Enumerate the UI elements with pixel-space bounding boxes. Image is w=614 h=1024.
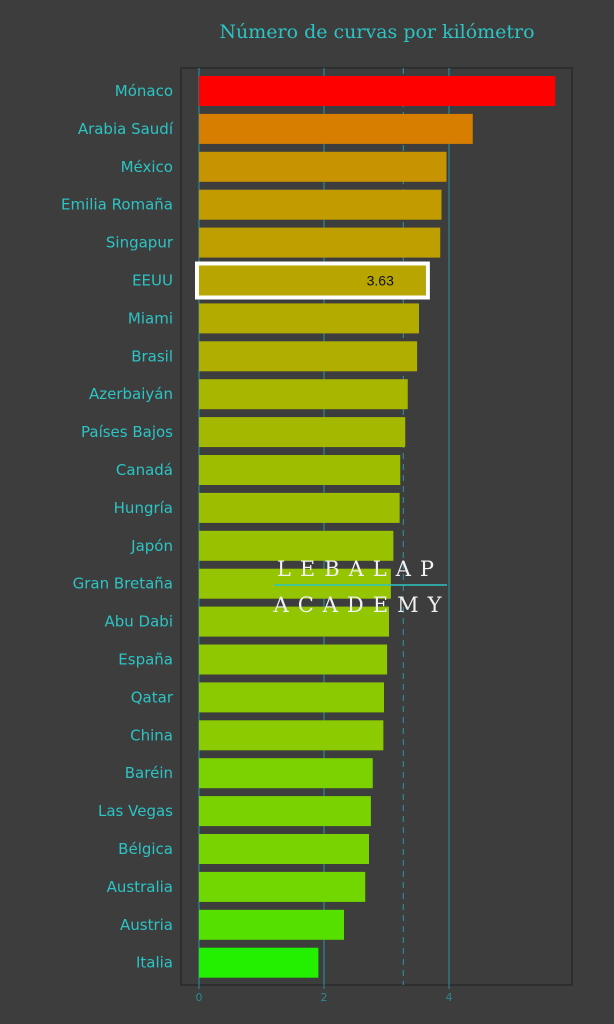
- bar: [199, 151, 447, 182]
- bar: [199, 796, 371, 827]
- category-label: España: [118, 651, 173, 669]
- bar: [199, 530, 394, 561]
- bar: [199, 76, 556, 106]
- category-label: EEUU: [132, 272, 173, 290]
- category-label: Gran Bretaña: [73, 575, 173, 593]
- plot-area: [180, 67, 573, 986]
- category-label: Miami: [128, 309, 173, 327]
- bar: [199, 227, 441, 258]
- bar: [199, 379, 408, 410]
- x-tick-label: 2: [321, 991, 328, 1004]
- watermark-line-2: ACADEMY: [273, 593, 451, 617]
- bar: [199, 947, 319, 978]
- category-label: Países Bajos: [81, 423, 173, 441]
- bar: [199, 189, 442, 220]
- category-label: Abu Dabi: [105, 613, 174, 631]
- category-label: Arabia Saudí: [78, 120, 174, 138]
- bar: [199, 303, 419, 334]
- bar: [199, 720, 384, 751]
- category-label: Hungría: [114, 499, 173, 517]
- chart-title: Número de curvas por kilómetro: [219, 21, 534, 43]
- bar: [199, 871, 366, 902]
- category-label: Japón: [130, 537, 173, 555]
- category-label: Italia: [136, 954, 173, 972]
- bar: [199, 568, 391, 599]
- bar: [199, 682, 384, 713]
- bar: [199, 341, 418, 372]
- x-tick-label: 0: [196, 991, 203, 1004]
- reference-lines: [198, 68, 450, 985]
- category-labels: Mónaco Arabia Saudí México Emilia Romaña Sin…: [61, 82, 174, 972]
- category-label: Emilia Romaña: [61, 196, 173, 214]
- bar: [199, 758, 373, 789]
- category-label: Baréin: [125, 764, 173, 782]
- category-label: Australia: [107, 878, 173, 896]
- bars: 3.63: [195, 76, 556, 978]
- watermark: LEBALAP ACADEMY: [273, 557, 451, 617]
- bar: [199, 417, 406, 448]
- x-axis-ticks: 0 2 4: [196, 985, 453, 1004]
- category-label: Singapur: [106, 234, 174, 252]
- bar: [199, 644, 388, 675]
- x-tick-label: 4: [446, 991, 453, 1004]
- category-label: México: [121, 158, 173, 176]
- category-label: Mónaco: [115, 82, 173, 100]
- watermark-line-1: LEBALAP: [277, 557, 443, 581]
- bar: [199, 113, 473, 144]
- bar: [199, 909, 344, 940]
- bar: [199, 834, 369, 864]
- highlight-outline: [195, 261, 430, 300]
- category-label: Azerbaiyán: [89, 385, 173, 403]
- bar: [199, 265, 426, 296]
- category-label: Austria: [120, 916, 173, 934]
- category-label: Qatar: [131, 688, 174, 706]
- data-label: 3.63: [367, 273, 394, 289]
- category-label: Las Vegas: [98, 802, 173, 820]
- category-label: Brasil: [131, 347, 173, 365]
- category-label: Canadá: [116, 461, 173, 479]
- bar: [199, 492, 400, 523]
- category-label: Bélgica: [118, 840, 173, 858]
- bar: [199, 455, 401, 485]
- category-label: China: [130, 726, 173, 744]
- bar: [199, 606, 389, 637]
